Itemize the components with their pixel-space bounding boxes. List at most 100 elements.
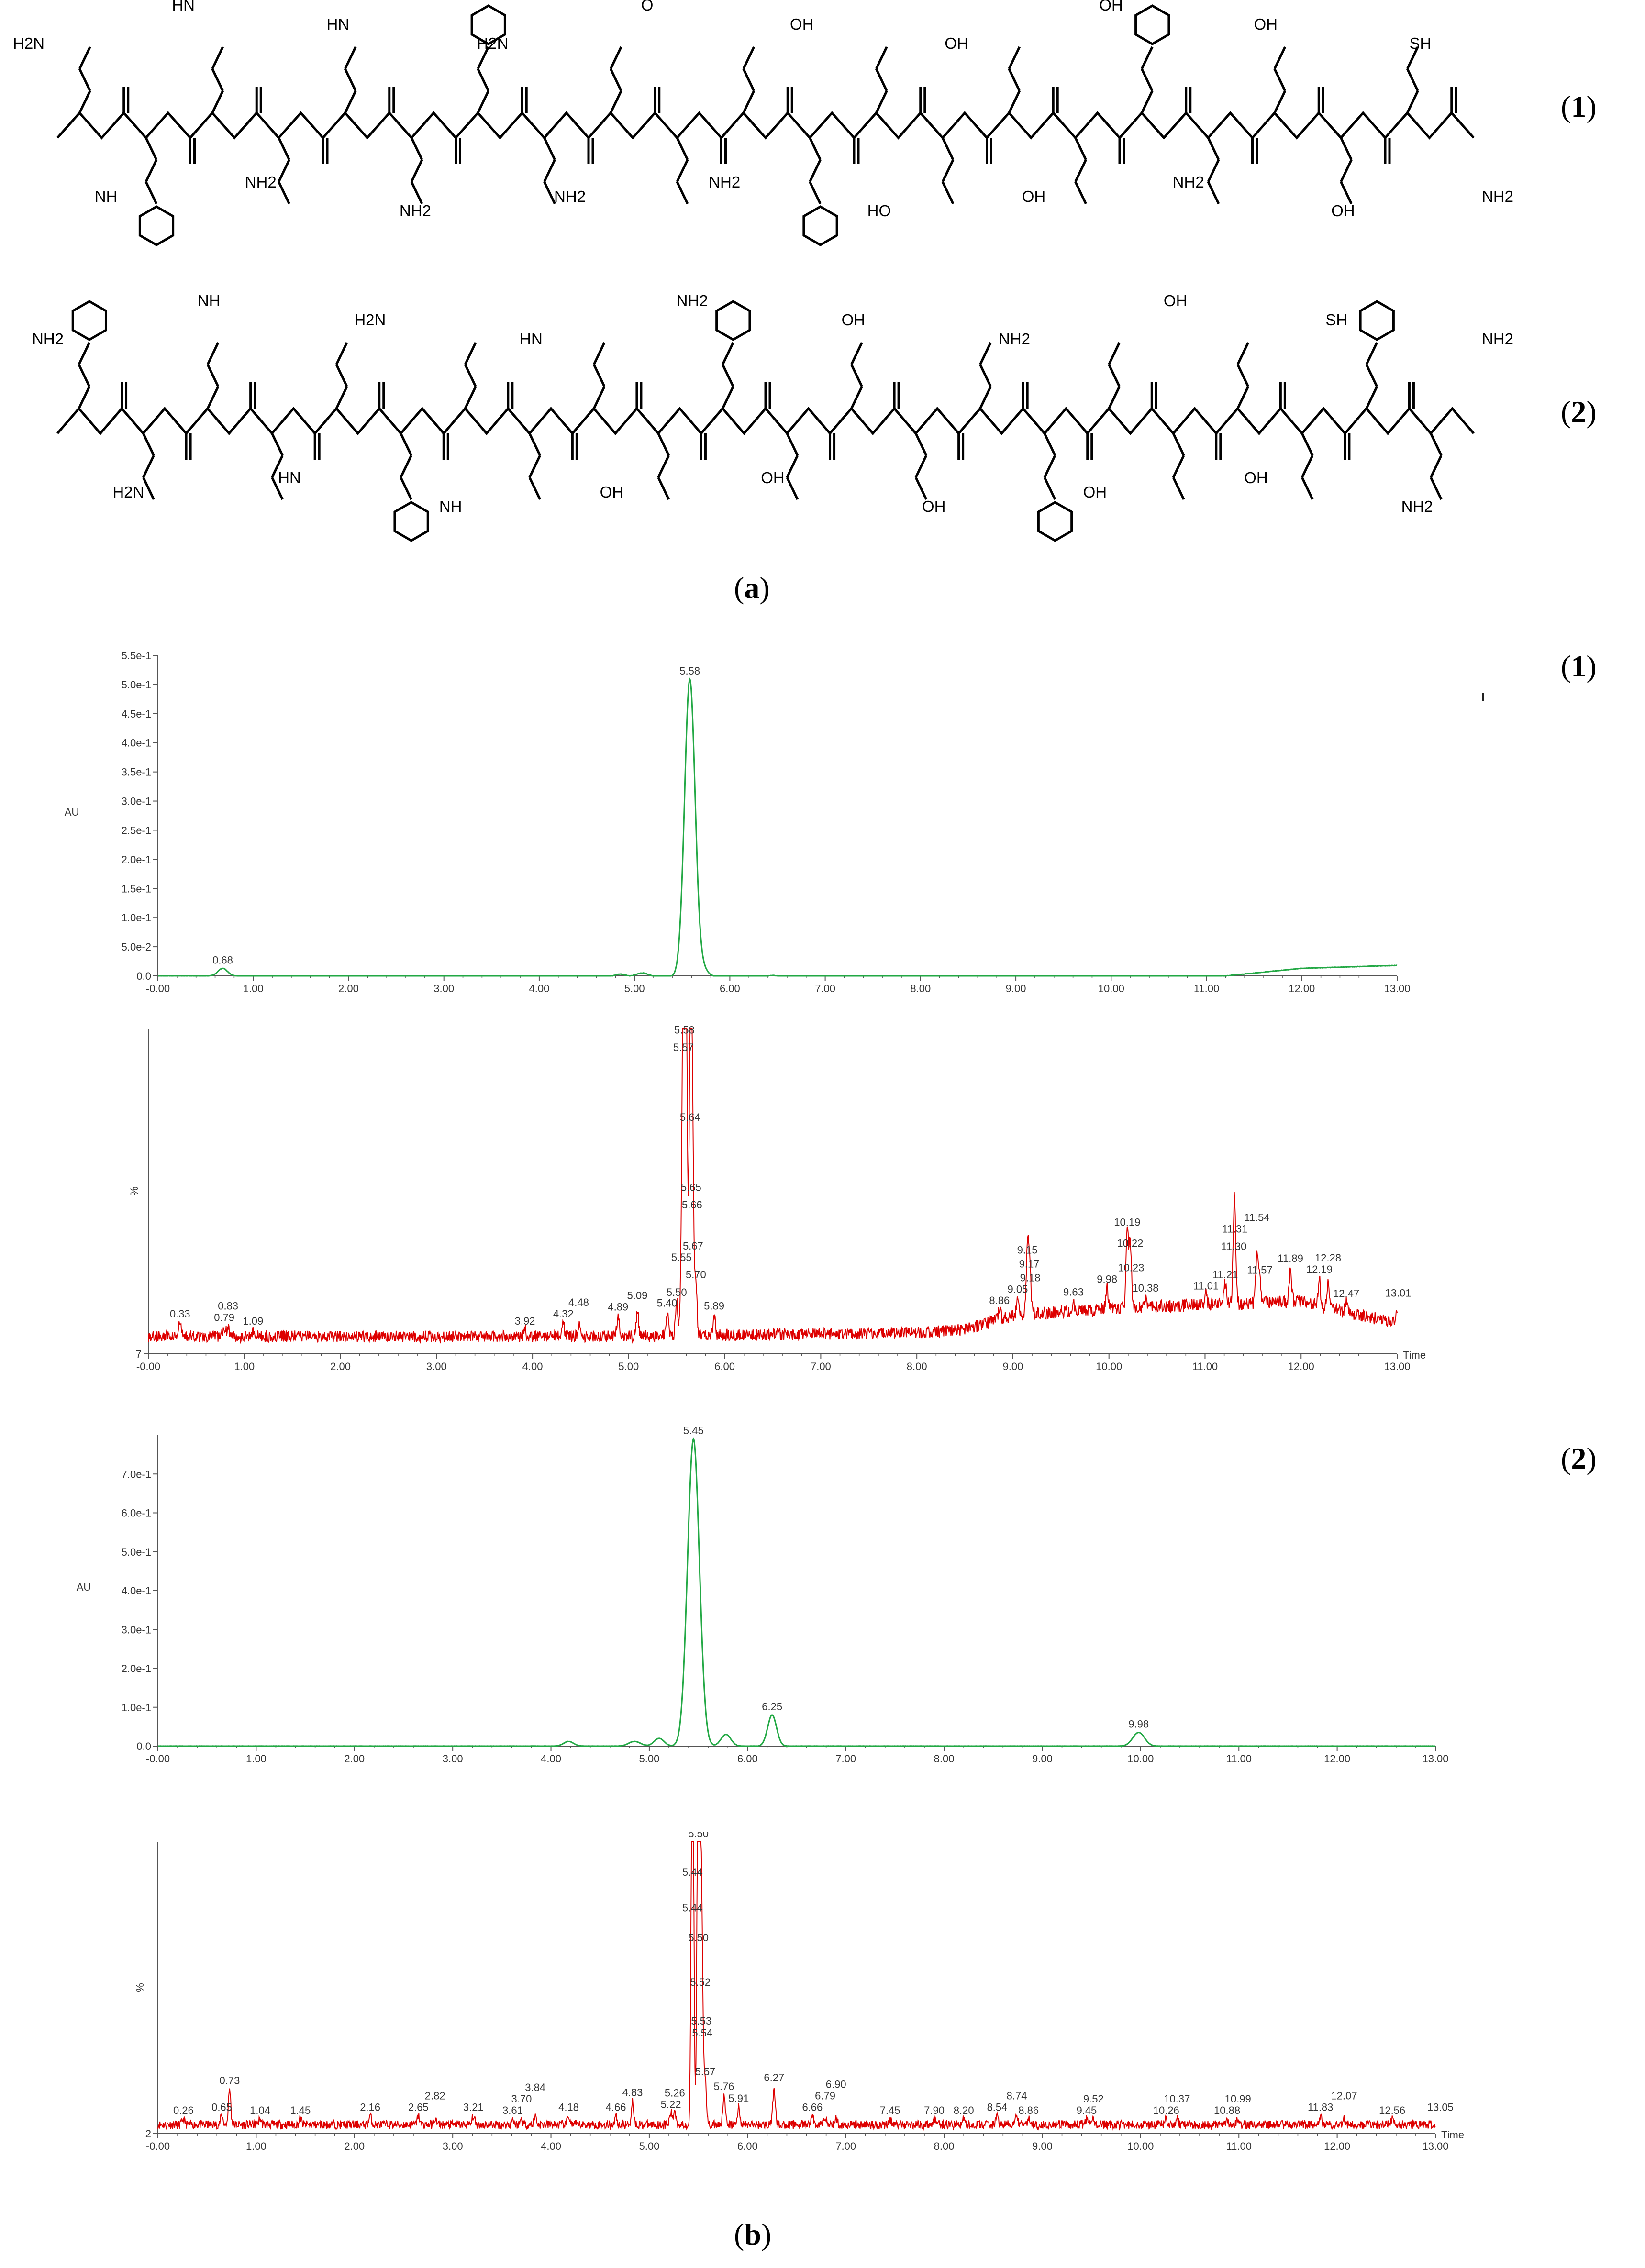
x-tick-label: -0.00: [146, 2140, 170, 2152]
x-tick-label: 9.00: [1006, 983, 1026, 995]
peak-label: 6.79: [815, 2090, 835, 2102]
y-tick-label: 5.5e-1: [122, 650, 151, 662]
compound-2-structure: [56, 300, 1475, 542]
peak-label: 9.52: [1083, 2093, 1104, 2105]
y-tick-label: 0.0: [136, 970, 151, 982]
compound-1-atom-labels: H2N NH HN NH2 HN NH2 H2N NH2 O NH2 OH HO OH OH OH NH2 OH…: [13, 0, 1513, 220]
y-tick-label: 7.0e-1: [122, 1468, 151, 1480]
peak-label: 5.66: [682, 1199, 702, 1211]
peak-label: 6.90: [826, 2079, 846, 2091]
y-tick-label: 1.0e-1: [122, 1702, 151, 1714]
x-tick-label: 3.00: [433, 983, 454, 995]
peak-label: 10.37: [1164, 2093, 1190, 2105]
compound-1-tag-a: (1): [1561, 89, 1597, 123]
peak-label: 0.83: [218, 1300, 238, 1312]
peak-label: 3.92: [515, 1315, 535, 1327]
peak-label: 11.31: [1222, 1223, 1247, 1235]
trace-line: [157, 1841, 1436, 2131]
compound-1-tag-b: (1): [1561, 649, 1597, 683]
x-tick-label: 9.00: [1032, 1753, 1053, 1765]
x-tick-label: 9.00: [1003, 1361, 1023, 1372]
peak-label: 5.55: [671, 1251, 692, 1263]
panel-b-caption: (b): [734, 2217, 772, 2251]
x-tick-label: 10.00: [1096, 1361, 1122, 1372]
trace-line: [158, 677, 1398, 977]
peak-label: 5.58: [674, 1024, 695, 1036]
peak-label: 12.07: [1331, 2090, 1357, 2102]
peak-label: 12.56: [1379, 2104, 1405, 2116]
peak-label: 5.26: [665, 2087, 685, 2099]
peak-label: 3.21: [463, 2102, 484, 2113]
x-tick-label: 13.00: [1384, 1361, 1410, 1372]
peak-label: 8.74: [1007, 2090, 1027, 2102]
stray-mark: [1482, 693, 1484, 701]
peak-label: 12.47: [1333, 1287, 1359, 1299]
compound-1-structure: [56, 4, 1475, 246]
x-tick-label: 3.00: [443, 2140, 463, 2152]
y-tick-label: 4.5e-1: [122, 708, 151, 720]
peak-label: 5.58: [679, 665, 700, 677]
peak-label: 0.33: [170, 1308, 190, 1320]
peak-label: 10.88: [1214, 2104, 1240, 2116]
peak-label: 5.09: [627, 1290, 648, 1302]
peak-label: 5.50: [688, 1832, 709, 1839]
atom-label: OH: [790, 15, 814, 33]
peak-label: 11.89: [1278, 1252, 1303, 1264]
x-tick-label: 13.00: [1422, 2140, 1448, 2152]
y-axis-label: AU: [77, 1581, 91, 1593]
x-tick-label: 1.00: [243, 983, 264, 995]
x-axis-label: Time: [1441, 2129, 1464, 2141]
atom-label: SH: [1409, 34, 1431, 52]
y-tick-label: 4.0e-1: [122, 1585, 151, 1597]
y-tick-label: 0.0: [136, 1740, 151, 1752]
atom-label: OH: [1099, 0, 1123, 14]
peak-label: 6.66: [802, 2102, 822, 2113]
y-tick-label: 5.0e-2: [122, 941, 151, 953]
y-tick-label: 4.0e-1: [122, 737, 151, 749]
x-tick-label: 2.00: [344, 1753, 365, 1765]
peak-label: 9.45: [1076, 2104, 1097, 2116]
atom-label: HN: [520, 330, 543, 348]
x-tick-label: 4.00: [541, 1753, 561, 1765]
peak-label: 0.26: [173, 2104, 194, 2116]
peak-label: 5.40: [657, 1297, 678, 1309]
peak-label: 5.67: [683, 1240, 703, 1252]
x-tick-label: 1.00: [246, 2140, 267, 2152]
x-tick-label: 10.00: [1098, 983, 1124, 995]
x-tick-label: 2.00: [344, 2140, 365, 2152]
atom-label: HN: [278, 469, 301, 487]
peak-label: 11.83: [1308, 2102, 1333, 2113]
peak-label: 12.28: [1315, 1252, 1341, 1264]
atom-label: NH2: [245, 173, 277, 191]
atom-label: HN: [172, 0, 195, 14]
peak-label: 10.99: [1225, 2093, 1251, 2105]
y-tick-label: 3.0e-1: [122, 1624, 151, 1636]
peak-label: 9.98: [1097, 1273, 1117, 1285]
ms-chromatogram-2: -0.00 1.00 2.00 3.00 4.00 5.00 6.00 7.00 8.00 9.0…: [134, 1832, 1464, 2152]
x-tick-label: 3.00: [443, 1753, 463, 1765]
peak-label: 4.89: [608, 1301, 628, 1313]
atom-label: H2N: [354, 311, 386, 329]
x-tick-label: 4.00: [541, 2140, 561, 2152]
atom-label: OH: [922, 498, 946, 515]
atom-label: OH: [1254, 15, 1278, 33]
atom-label: OH: [1022, 188, 1046, 205]
atom-label: H2N: [477, 34, 508, 52]
atom-label: OH: [1331, 202, 1355, 220]
peak-label: 11.01: [1193, 1280, 1219, 1292]
peak-label: 10.23: [1118, 1261, 1144, 1273]
peak-label: 3.70: [511, 2093, 532, 2105]
x-tick-label: 2.00: [330, 1361, 351, 1372]
x-tick-label: 12.00: [1324, 1753, 1350, 1765]
peak-label: 10.26: [1153, 2104, 1179, 2116]
peak-label: 5.52: [690, 1976, 711, 1988]
peak-label: 5.53: [691, 2015, 711, 2027]
peak-label: 5.65: [681, 1181, 701, 1193]
peak-label: 13.01: [1385, 1287, 1411, 1299]
peak-label: 5.22: [661, 2098, 681, 2110]
atom-label: OH: [1164, 292, 1188, 310]
x-tick-label: 1.00: [234, 1361, 255, 1372]
y-tick-label: 7: [136, 1348, 142, 1360]
peak-label: 7.45: [880, 2104, 900, 2116]
x-tick-label: 5.00: [639, 2140, 660, 2152]
